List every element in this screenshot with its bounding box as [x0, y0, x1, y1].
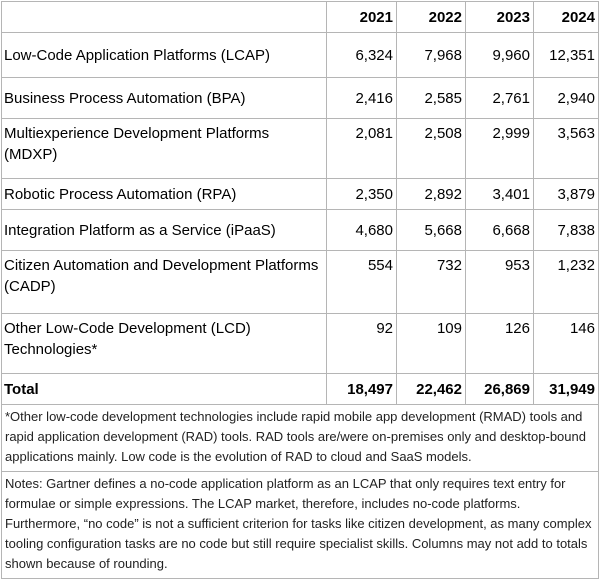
- total-value: 26,869: [465, 373, 534, 405]
- row-label: Citizen Automation and Development Platf…: [1, 250, 327, 314]
- total-label: Total: [1, 373, 327, 405]
- footnote-row: *Other low-code development technologies…: [1, 404, 599, 472]
- cell-value: 92: [326, 313, 397, 374]
- cell-value: 554: [326, 250, 397, 314]
- row-label: Other Low-Code Development (LCD) Technol…: [1, 313, 327, 374]
- cell-value: 7,838: [533, 209, 599, 251]
- row-label: Multiexperience Development Platforms (M…: [1, 118, 327, 179]
- header-blank: [1, 1, 327, 33]
- table-row: Integration Platform as a Service (iPaaS…: [1, 209, 599, 251]
- cell-value: 126: [465, 313, 534, 374]
- cell-value: 3,879: [533, 178, 599, 210]
- notes-row: Notes: Gartner defines a no-code applica…: [1, 471, 599, 579]
- total-value: 18,497: [326, 373, 397, 405]
- cell-value: 2,416: [326, 77, 397, 119]
- cell-value: 953: [465, 250, 534, 314]
- cell-value: 109: [396, 313, 466, 374]
- cell-value: 1,232: [533, 250, 599, 314]
- table-row: Citizen Automation and Development Platf…: [1, 250, 599, 314]
- cell-value: 2,999: [465, 118, 534, 179]
- row-label: Integration Platform as a Service (iPaaS…: [1, 209, 327, 251]
- cell-value: 2,940: [533, 77, 599, 119]
- cell-value: 3,563: [533, 118, 599, 179]
- table-row: Robotic Process Automation (RPA) 2,350 2…: [1, 178, 599, 210]
- cell-value: 3,401: [465, 178, 534, 210]
- cell-value: 2,585: [396, 77, 466, 119]
- cell-value: 5,668: [396, 209, 466, 251]
- header-year: 2022: [396, 1, 466, 33]
- cell-value: 9,960: [465, 32, 534, 78]
- row-label: Low-Code Application Platforms (LCAP): [1, 32, 327, 78]
- cell-value: 146: [533, 313, 599, 374]
- cell-value: 2,761: [465, 77, 534, 119]
- table-row: Low-Code Application Platforms (LCAP) 6,…: [1, 32, 599, 78]
- total-row: Total 18,497 22,462 26,869 31,949: [1, 373, 599, 405]
- cell-value: 4,680: [326, 209, 397, 251]
- total-value: 22,462: [396, 373, 466, 405]
- header-year: 2024: [533, 1, 599, 33]
- cell-value: 7,968: [396, 32, 466, 78]
- row-label: Business Process Automation (BPA): [1, 77, 327, 119]
- cell-value: 2,508: [396, 118, 466, 179]
- table-row: Business Process Automation (BPA) 2,416 …: [1, 77, 599, 119]
- header-year: 2023: [465, 1, 534, 33]
- asterisk-footnote: *Other low-code development technologies…: [1, 404, 599, 472]
- table-row: Multiexperience Development Platforms (M…: [1, 118, 599, 179]
- cell-value: 6,668: [465, 209, 534, 251]
- table-row: Other Low-Code Development (LCD) Technol…: [1, 313, 599, 374]
- cell-value: 2,081: [326, 118, 397, 179]
- cell-value: 2,350: [326, 178, 397, 210]
- header-year: 2021: [326, 1, 397, 33]
- total-value: 31,949: [533, 373, 599, 405]
- notes-footnote: Notes: Gartner defines a no-code applica…: [1, 471, 599, 579]
- cell-value: 12,351: [533, 32, 599, 78]
- cell-value: 2,892: [396, 178, 466, 210]
- row-label: Robotic Process Automation (RPA): [1, 178, 327, 210]
- cell-value: 6,324: [326, 32, 397, 78]
- cell-value: 732: [396, 250, 466, 314]
- header-row: 2021 2022 2023 2024: [1, 1, 599, 33]
